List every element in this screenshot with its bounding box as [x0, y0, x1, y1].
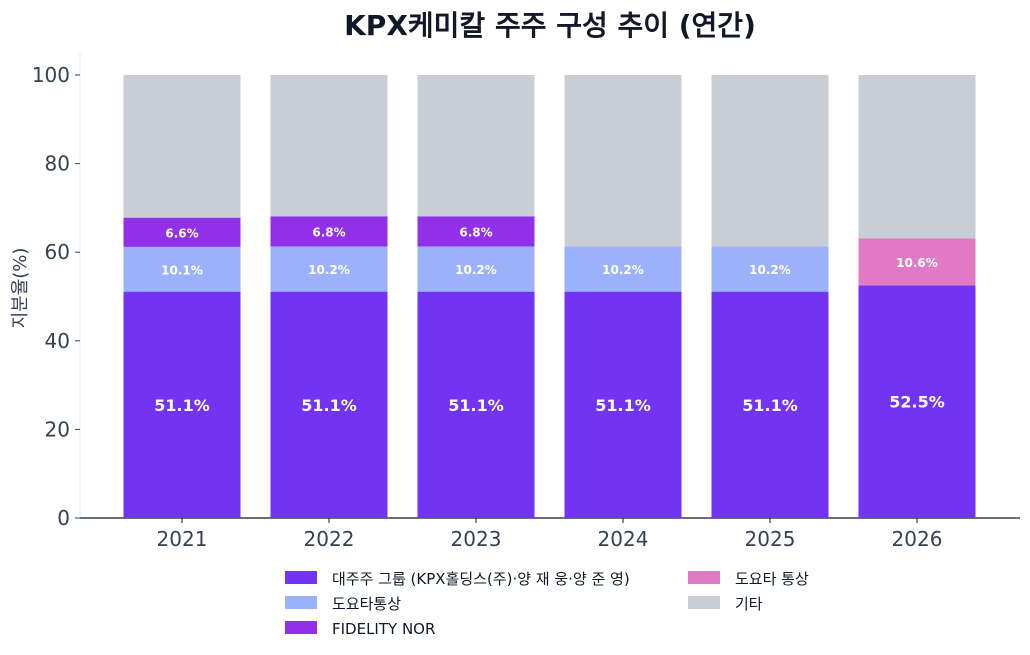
- x-tick-label: 2021: [157, 527, 208, 551]
- legend-label: 도요타통상: [332, 595, 401, 613]
- data-label: 6.6%: [165, 226, 198, 240]
- data-label: 10.2%: [455, 263, 497, 277]
- bar-segment: [123, 246, 241, 292]
- bar-segment: [711, 246, 829, 292]
- legend-swatch: [285, 621, 317, 634]
- y-tick-label: 80: [45, 152, 70, 176]
- bar-segment: [417, 75, 535, 217]
- y-tick-label: 100: [32, 63, 70, 87]
- legend-label: 기타: [735, 595, 763, 613]
- legend-label: FIDELITY NOR: [332, 620, 435, 638]
- chart-title: KPX케미칼 주주 구성 추이 (연간): [344, 9, 756, 42]
- bar-segment: [270, 291, 388, 518]
- data-label: 10.1%: [161, 263, 203, 277]
- data-label: 6.8%: [312, 225, 345, 239]
- x-tick-label: 2022: [304, 527, 355, 551]
- bar-segment: [711, 75, 829, 247]
- x-tick-label: 2025: [745, 527, 796, 551]
- data-label: 51.1%: [448, 396, 504, 415]
- bar-segment: [858, 238, 976, 286]
- bar-segment: [270, 216, 388, 247]
- y-tick-label: 20: [45, 417, 70, 441]
- bar-segment: [858, 285, 976, 518]
- bar-segment: [417, 291, 535, 518]
- data-label: 10.2%: [602, 263, 644, 277]
- bar-segment: [564, 246, 682, 292]
- bar-segment: [564, 291, 682, 518]
- x-tick-label: 2026: [892, 527, 943, 551]
- data-label: 10.2%: [308, 263, 350, 277]
- data-label: 51.1%: [301, 396, 357, 415]
- data-label: 6.8%: [459, 225, 492, 239]
- y-axis-label: 지분율(%): [10, 248, 31, 329]
- data-label: 10.2%: [749, 263, 791, 277]
- legend-label: 도요타 통상: [735, 570, 809, 588]
- legend-swatch: [688, 571, 720, 584]
- data-label: 51.1%: [742, 396, 798, 415]
- y-tick-label: 0: [57, 506, 70, 530]
- bar-segment: [417, 246, 535, 292]
- data-label: 10.6%: [896, 256, 938, 270]
- legend-swatch: [285, 571, 317, 584]
- y-tick-label: 60: [45, 240, 70, 264]
- bar-segment: [858, 75, 976, 239]
- bar-segment: [270, 75, 388, 217]
- legend-swatch: [688, 596, 720, 609]
- plot-area: 0 20 40 60 80 100 51.1% 10.1% 6.6% 2021 51.1% 10.2%…: [32, 53, 1020, 551]
- x-tick-label: 2023: [451, 527, 502, 551]
- bar-segment: [564, 75, 682, 247]
- bar-segment: [123, 75, 241, 218]
- bar-segment: [123, 291, 241, 518]
- legend-label: 대주주 그룹 (KPX홀딩스(주)·양 재 웅·양 준 영): [332, 570, 630, 588]
- data-label: 51.1%: [154, 396, 210, 415]
- x-tick-label: 2024: [598, 527, 649, 551]
- bar-segment: [270, 246, 388, 292]
- legend-swatch: [285, 596, 317, 609]
- y-tick-label: 40: [45, 329, 70, 353]
- bar-segment: [123, 217, 241, 247]
- bar-segment: [417, 216, 535, 247]
- legend: 대주주 그룹 (KPX홀딩스(주)·양 재 웅·양 준 영) 도요타통상 FIDEL…: [285, 570, 809, 638]
- data-label: 52.5%: [889, 393, 945, 412]
- bar-segment: [711, 291, 829, 518]
- data-label: 51.1%: [595, 396, 651, 415]
